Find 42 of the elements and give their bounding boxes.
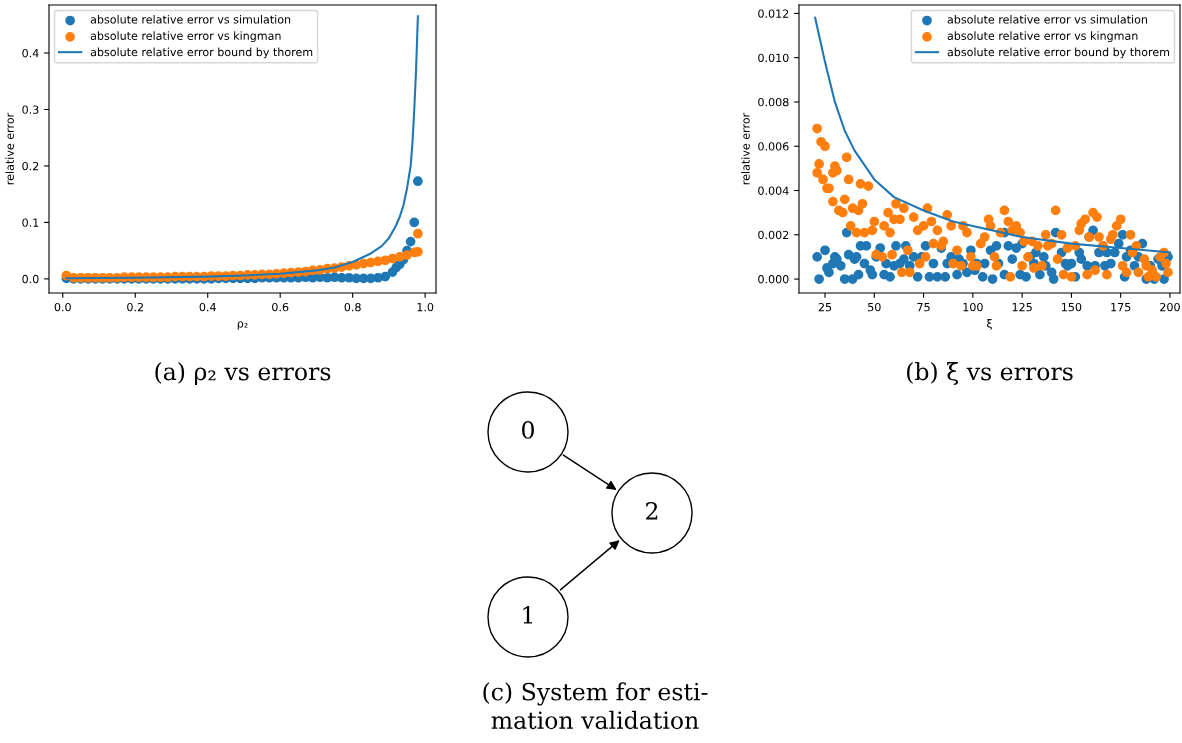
- text: (a) ρ₂ vs errors: [155, 362, 331, 385]
- x-tick-label: 150: [1062, 302, 1082, 312]
- y-axis-title: relative error: [5, 112, 14, 185]
- legend-label: absolute relative error bound by thorem: [90, 47, 313, 59]
- y-tick-label: 0.2: [22, 161, 39, 171]
- y-tick-label: 0.012: [758, 9, 789, 18]
- y-tick-label: 0.004: [758, 186, 789, 195]
- legend-label: absolute relative error vs kingman: [947, 31, 1138, 43]
- text: (b) ξ vs errors: [907, 362, 1073, 385]
- x-tick-label: 1.0: [417, 302, 434, 312]
- legend-label: absolute relative error vs kingman: [90, 31, 281, 43]
- text: 2: [646, 501, 658, 520]
- text: 1: [523, 605, 533, 624]
- x-tick-label: 75: [917, 303, 930, 312]
- legend-label: absolute relative error vs simulation: [947, 15, 1148, 24]
- x-axis-title: ρ₂: [237, 321, 248, 330]
- text: 0: [522, 420, 534, 439]
- x-tick-label: 200: [1160, 302, 1180, 312]
- legend-label: absolute relative error vs simulation: [90, 15, 291, 24]
- x-tick-label: 0.2: [127, 302, 143, 312]
- x-tick-label: 0.6: [272, 302, 289, 312]
- y-tick-label: 0.3: [22, 105, 39, 114]
- y-tick-label: 0.002: [758, 230, 789, 240]
- x-tick-label: 0.0: [54, 302, 71, 312]
- x-tick-label: 175: [1111, 303, 1131, 312]
- y-tick-label: 0.008: [758, 97, 789, 107]
- y-tick-label: 0.010: [758, 53, 789, 63]
- x-tick-label: 25: [818, 302, 832, 312]
- x-axis-title: ξ: [986, 319, 992, 330]
- y-tick-label: 0.1: [22, 218, 39, 227]
- y-tick-label: 0.4: [22, 48, 39, 58]
- x-tick-label: 0.8: [344, 302, 361, 312]
- y-axis-title: relative error: [741, 112, 750, 185]
- x-tick-label: 0.4: [199, 302, 216, 312]
- y-tick-label: 0.000: [758, 275, 789, 284]
- legend-label: absolute relative error bound by thorem: [947, 47, 1170, 59]
- x-tick-label: 125: [1012, 302, 1032, 312]
- x-tick-label: 100: [963, 302, 983, 312]
- y-tick-label: 0.006: [758, 142, 789, 151]
- text: (c) System for esti- mation validation: [483, 682, 708, 730]
- x-tick-label: 50: [868, 302, 881, 312]
- y-tick-label: 0.0: [22, 274, 39, 284]
